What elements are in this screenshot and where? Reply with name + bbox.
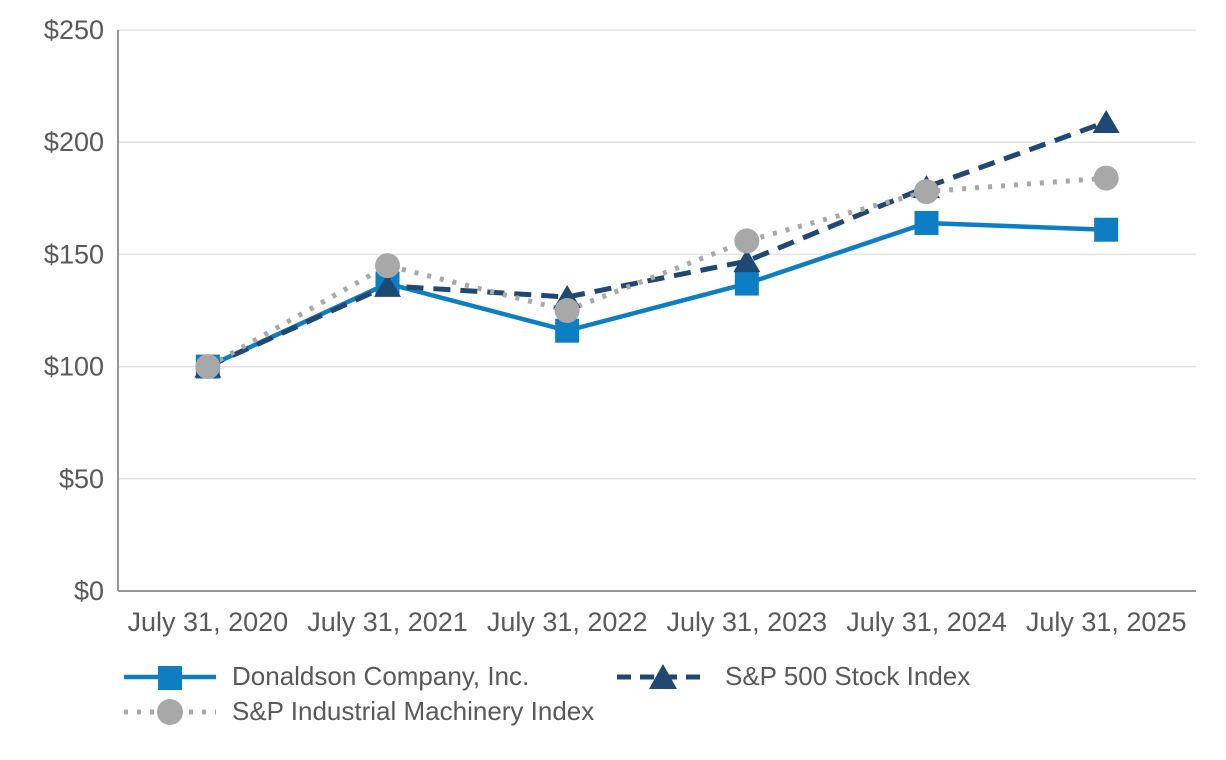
circle-marker bbox=[375, 253, 400, 279]
y-tick-label: $100 bbox=[44, 352, 104, 382]
circle-marker bbox=[195, 354, 221, 380]
circle-marker bbox=[554, 298, 580, 323]
chart-legend: Donaldson Company, Inc. S&P 500 Stock In… bbox=[122, 661, 970, 727]
y-tick-label: $250 bbox=[44, 15, 104, 45]
x-tick-label: July 31, 2022 bbox=[487, 607, 648, 637]
y-tick-label: $150 bbox=[44, 239, 104, 269]
circle-marker bbox=[914, 179, 939, 205]
legend-item-donaldson: Donaldson Company, Inc. bbox=[122, 661, 615, 692]
legend-row-1: Donaldson Company, Inc. S&P 500 Stock In… bbox=[122, 661, 970, 692]
legend-swatch-solid-line-square-icon bbox=[124, 665, 216, 690]
x-tick-label: July 31, 2020 bbox=[128, 607, 289, 637]
series-line-2 bbox=[206, 175, 1107, 369]
series-line-1 bbox=[206, 119, 1108, 369]
circle-marker bbox=[734, 228, 760, 254]
legend-swatch-dashed-line-triangle-icon bbox=[617, 663, 709, 689]
legend-row-2: S&P Industrial Machinery Index bbox=[122, 696, 970, 727]
legend-item-industrial-machinery: S&P Industrial Machinery Index bbox=[122, 696, 594, 727]
y-tick-label: $200 bbox=[44, 127, 104, 157]
legend-swatch-dotted-line-circle-icon bbox=[124, 698, 216, 725]
legend-label-donaldson: Donaldson Company, Inc. bbox=[232, 661, 530, 691]
x-tick-label: July 31, 2024 bbox=[846, 607, 1007, 637]
x-tick-label: July 31, 2021 bbox=[307, 607, 468, 637]
y-tick-label: $0 bbox=[74, 576, 104, 606]
square-marker bbox=[734, 271, 759, 296]
series-line-0 bbox=[206, 220, 1107, 369]
triangle-marker bbox=[374, 273, 401, 297]
legend-item-sp500: S&P 500 Stock Index bbox=[615, 661, 970, 692]
chart-canvas: $0 $50 $100 $150 $200 $250 July 31, 2020 July 3… bbox=[44, 15, 1196, 637]
x-tick-label: July 31, 2023 bbox=[667, 607, 828, 637]
legend-label-industrial-machinery: S&P Industrial Machinery Index bbox=[232, 696, 595, 726]
triangle-marker bbox=[733, 249, 761, 273]
square-marker bbox=[1094, 217, 1119, 242]
square-marker bbox=[914, 210, 939, 235]
legend-label-sp500: S&P 500 Stock Index bbox=[725, 661, 971, 691]
y-tick-label: $50 bbox=[59, 464, 104, 494]
circle-marker bbox=[1093, 165, 1119, 191]
triangle-marker bbox=[1092, 110, 1120, 134]
x-tick-label: July 31, 2025 bbox=[1026, 607, 1187, 637]
